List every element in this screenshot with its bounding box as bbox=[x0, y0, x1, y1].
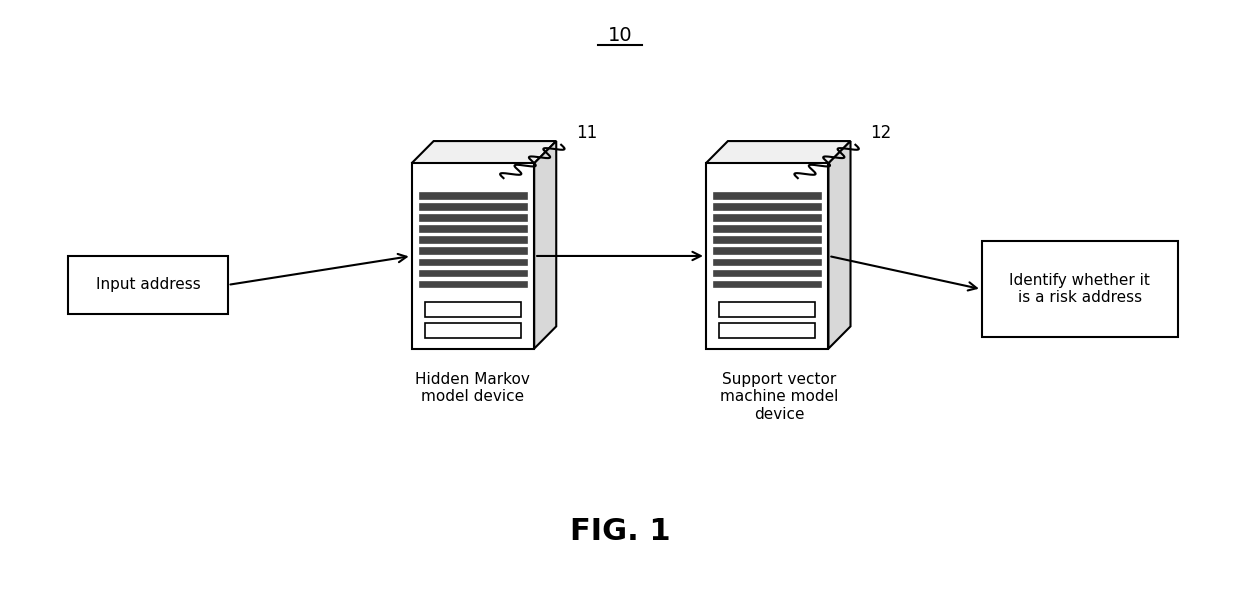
Bar bbox=[719, 323, 815, 339]
Bar bbox=[713, 247, 821, 254]
Bar bbox=[419, 237, 527, 243]
Bar bbox=[419, 270, 527, 276]
Bar bbox=[419, 259, 527, 265]
Bar bbox=[412, 163, 534, 349]
Text: Support vector
machine model
device: Support vector machine model device bbox=[720, 372, 838, 422]
Bar bbox=[706, 163, 828, 349]
Bar bbox=[419, 281, 527, 288]
Polygon shape bbox=[412, 141, 557, 163]
Text: Input address: Input address bbox=[95, 278, 201, 292]
Bar bbox=[419, 247, 527, 254]
Text: 12: 12 bbox=[870, 124, 892, 142]
Bar bbox=[419, 203, 527, 210]
Bar bbox=[713, 192, 821, 199]
Bar bbox=[419, 192, 527, 199]
Text: Hidden Markov
model device: Hidden Markov model device bbox=[415, 372, 531, 404]
Bar bbox=[713, 237, 821, 243]
Text: 11: 11 bbox=[575, 124, 598, 142]
Bar bbox=[713, 214, 821, 221]
Text: FIG. 1: FIG. 1 bbox=[569, 517, 671, 546]
Polygon shape bbox=[534, 141, 557, 349]
Bar bbox=[425, 302, 521, 317]
Bar bbox=[713, 203, 821, 210]
Polygon shape bbox=[706, 141, 851, 163]
Bar bbox=[419, 225, 527, 232]
Bar bbox=[713, 225, 821, 232]
Bar bbox=[713, 259, 821, 265]
Bar bbox=[719, 302, 815, 317]
Bar bbox=[68, 256, 228, 314]
Text: 10: 10 bbox=[608, 25, 632, 44]
Bar bbox=[425, 323, 521, 339]
Text: Identify whether it
is a risk address: Identify whether it is a risk address bbox=[1009, 273, 1151, 305]
Bar bbox=[419, 214, 527, 221]
Bar bbox=[713, 270, 821, 276]
Bar bbox=[713, 281, 821, 288]
Polygon shape bbox=[828, 141, 851, 349]
Bar bbox=[982, 241, 1178, 337]
